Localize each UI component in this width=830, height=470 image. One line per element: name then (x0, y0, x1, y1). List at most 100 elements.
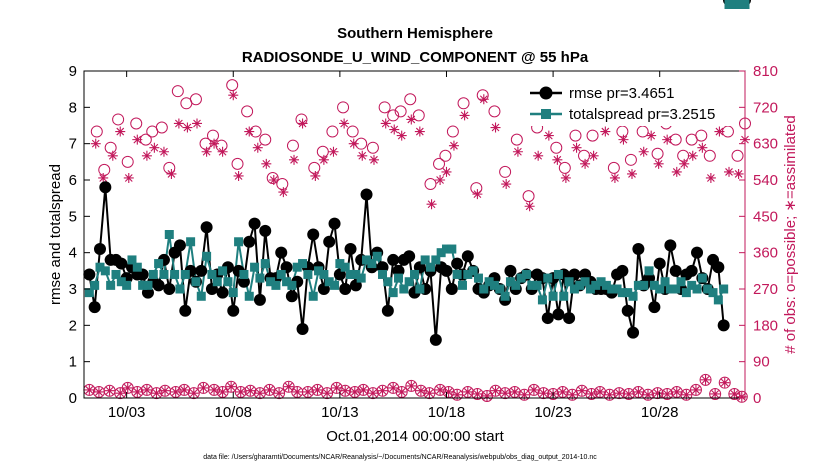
totalspread-point (633, 280, 643, 290)
totalspread-point (692, 284, 702, 294)
obs-assimilated-marker (115, 388, 126, 399)
totalspread-point (394, 273, 404, 283)
obs-possible-marker (244, 384, 257, 397)
totalspread-point (239, 269, 249, 279)
totalspread-point (537, 295, 547, 305)
totalspread-point (591, 280, 601, 290)
obs-possible-marker (424, 178, 437, 191)
obs-assimilated-marker (490, 122, 501, 133)
obs-possible-marker (695, 129, 708, 142)
obs-possible-marker (266, 171, 279, 184)
totalspread-point (724, 0, 734, 9)
obs-assimilated-marker (166, 168, 177, 179)
totalspread-point (687, 280, 697, 290)
obs-possible-marker (489, 384, 502, 397)
obs-assimilated-marker (560, 172, 571, 183)
obs-possible-marker (326, 125, 339, 138)
obs-possible-marker (339, 384, 352, 397)
rmse-point (717, 319, 730, 332)
rmse-point (253, 293, 266, 306)
rmse-point (328, 217, 341, 230)
rmse-point (179, 304, 192, 317)
obs-assimilated-marker (719, 377, 730, 388)
obs-possible-marker (488, 105, 501, 118)
obs-possible-marker (586, 129, 599, 142)
obs-possible-marker (98, 163, 111, 176)
totalspread-point (500, 291, 510, 301)
obs-possible-marker (412, 109, 425, 122)
totalspread-point (234, 237, 244, 247)
obs-possible-marker (434, 383, 447, 396)
totalspread-point (127, 255, 137, 265)
totalspread-point (457, 280, 467, 290)
obs-assimilated-marker (481, 390, 492, 401)
totalspread-point (511, 280, 521, 290)
totalspread-point (410, 269, 419, 279)
legend-spread-marker (541, 109, 551, 119)
y-tick-label: 4 (69, 245, 77, 262)
obs-assimilated-marker (357, 150, 368, 161)
obs-possible-marker (346, 125, 359, 138)
obs-assimilated-marker (209, 384, 220, 395)
obs-assimilated-marker (297, 118, 308, 129)
totalspread-point (463, 269, 473, 279)
obs-possible-marker (169, 385, 182, 398)
obs-assimilated-marker (576, 385, 587, 396)
totalspread-point (639, 280, 649, 290)
totalspread-point (143, 280, 153, 290)
rmse-point (227, 304, 240, 317)
totalspread-point (111, 269, 121, 279)
totalspread-point (425, 262, 435, 272)
legend-box (527, 80, 739, 126)
obs-possible-marker (510, 133, 523, 146)
obs-assimilated-marker (388, 382, 399, 393)
obs-possible-marker (616, 125, 629, 138)
totalspread-point (148, 269, 158, 279)
totalspread-point (250, 262, 260, 272)
obs-assimilated-marker (331, 382, 342, 393)
obs-assimilated-marker (244, 126, 255, 137)
totalspread-point (314, 266, 324, 276)
rmse-point (360, 188, 373, 201)
rmse-point (387, 253, 400, 266)
obs-possible-marker (163, 161, 176, 174)
rmse-point (296, 322, 309, 335)
totalspread-point (212, 277, 222, 287)
obs-possible-marker (423, 387, 436, 400)
obs-assimilated-marker (235, 386, 246, 397)
obs-assimilated-marker (198, 382, 209, 393)
obs-possible-marker (731, 149, 744, 162)
y-tick-label: 3 (69, 281, 77, 298)
totalspread-point (378, 269, 388, 279)
totalspread-point (330, 280, 340, 290)
obs-possible-marker (522, 190, 535, 203)
obs-possible-marker (439, 149, 452, 162)
chart-title: Southern Hemisphere (337, 25, 493, 42)
totalspread-point (303, 269, 313, 279)
rmse-point (461, 250, 474, 263)
obs-assimilated-marker (261, 158, 272, 169)
totalspread-point (623, 288, 633, 298)
rmse-point (563, 312, 576, 325)
totalspread-point (266, 277, 276, 287)
rmse-point (173, 239, 186, 252)
totalspread-point (399, 284, 409, 294)
obs-assimilated-marker (443, 386, 454, 397)
footnote: data file: /Users/gharamti/Documents/NCA… (203, 454, 597, 461)
obs-possible-marker (613, 387, 626, 400)
obs-possible-marker (207, 129, 220, 142)
obs-assimilated-marker (426, 199, 437, 210)
rmse-point (445, 283, 458, 295)
totalspread-point (671, 284, 681, 294)
obs-assimilated-marker (671, 166, 682, 177)
rmse-point (339, 283, 352, 295)
obs-assimilated-marker (528, 384, 539, 395)
totalspread-point (356, 273, 366, 283)
totalspread-point (516, 273, 526, 283)
totalspread-point (676, 277, 686, 287)
totalspread-point (132, 262, 142, 272)
totalspread-point (617, 288, 627, 298)
totalspread-point (681, 288, 691, 298)
obs-assimilated-marker (84, 384, 95, 395)
obs-assimilated-marker (662, 388, 673, 399)
